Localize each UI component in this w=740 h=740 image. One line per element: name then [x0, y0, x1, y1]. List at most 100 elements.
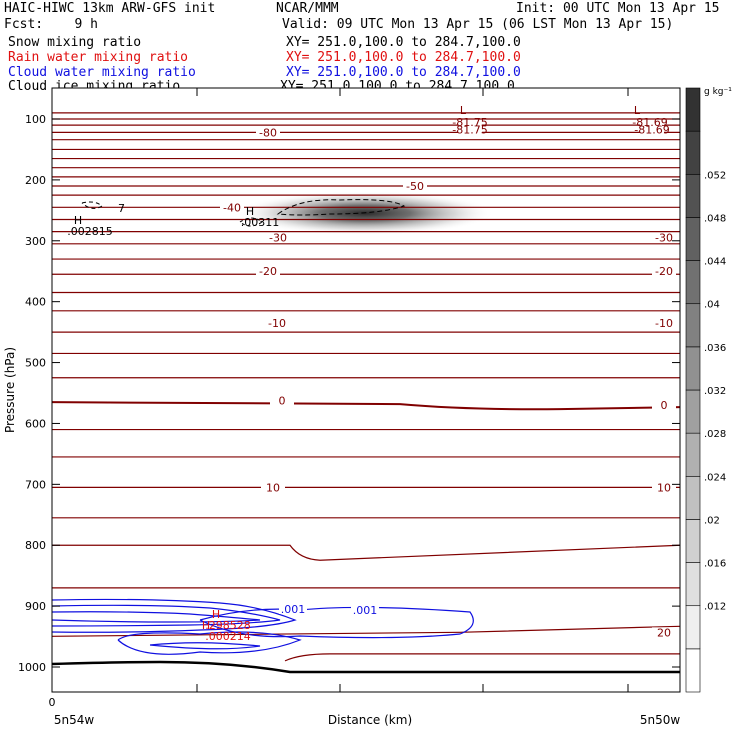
colorbar-cell [685, 432, 701, 477]
field-label-cloud-water: Cloud water mixing ratio [8, 65, 196, 80]
colorbar-cell [685, 346, 701, 391]
isotherm-label: 10 [657, 481, 671, 494]
isotherm-contour [52, 544, 681, 561]
plot-frame [51, 87, 681, 693]
cloud-water-label: .001 [281, 603, 306, 616]
x-end-label-left: 5n54w [54, 713, 95, 727]
field-xy-snow: XY= 251.0,100.0 to 284.7,100.0 [286, 35, 521, 50]
colorbar-tick-label: .052 [704, 170, 726, 181]
colorbar-cell [685, 389, 701, 434]
isotherm-contour [51, 625, 681, 637]
isotherm-label-bg [652, 266, 676, 277]
y-axis-label: Pressure (hPa) [3, 347, 17, 433]
extremum-value: .000214 [205, 630, 251, 643]
isotherm-label-bg [652, 232, 676, 243]
colorbar-tick-label: .044 [704, 257, 726, 268]
isotherm-label: 20 [657, 626, 671, 639]
field-xy-cloud-water: XY= 251.0,100.0 to 284.7,100.0 [286, 65, 521, 80]
cloud-ice-label: 7 [118, 202, 125, 215]
isotherm-label-bg [652, 627, 676, 638]
field-xy-rain: XY= 251.0,100.0 to 284.7,100.0 [286, 50, 521, 65]
isotherm-label: -30 [269, 232, 287, 245]
extremum-value: -81.69 [632, 116, 667, 129]
isotherm-label: -80 [259, 126, 277, 139]
isotherm-label-bg [652, 482, 676, 493]
x-end-label-right: 5n50w [640, 713, 681, 727]
isotherm-label-bg [458, 124, 482, 135]
cloud-ice-contour [276, 199, 406, 216]
cloud-ice-contour [81, 201, 103, 209]
cloud-water-label-bg [279, 604, 307, 614]
field-label-snow: Snow mixing ratio [8, 35, 142, 50]
extremum-marker: H [74, 214, 82, 227]
colorbar-tick-label: .02 [704, 515, 720, 526]
y-tick-label: 700 [25, 478, 46, 491]
colorbar-tick-label: .024 [704, 472, 726, 483]
isotherm-contour [284, 653, 680, 662]
isotherm-label: -40 [223, 201, 241, 214]
isotherm-label-bg [220, 202, 244, 213]
cloud-water-contour [149, 642, 261, 650]
plot-background [52, 88, 680, 692]
colorbar: .012 .016 .02 .024 .028 .032 .036 .04 .044 .048 .0… [685, 87, 732, 693]
model-title: HAIC-HIWC 13km ARW-GFS init [4, 1, 216, 16]
isotherm-label: -10 [268, 317, 286, 330]
colorbar-cell [685, 217, 701, 261]
colorbar-cell [685, 519, 701, 563]
y-tick-label: 100 [25, 113, 46, 126]
colorbar-cell [685, 87, 701, 132]
y-tick-label: 800 [25, 539, 46, 552]
colorbar-tick-label: .048 [704, 213, 726, 224]
extremum-marker: L [634, 104, 641, 117]
extremum-marker: H [202, 619, 210, 632]
colorbar-tick-label: .012 [704, 602, 726, 613]
x-tick-label: 0 [49, 696, 56, 709]
extremum-value: .00311 [241, 216, 280, 229]
cloud-water-contour [51, 604, 281, 627]
valid-time: Valid: 09 UTC Mon 13 Apr 15 (06 LST Mon … [282, 17, 674, 32]
y-tick-label: 400 [25, 296, 46, 309]
center-name: NCAR/MMM [276, 1, 339, 16]
colorbar-tick-label: .036 [704, 343, 726, 354]
isotherm-label-bg [403, 180, 427, 191]
isotherm-label: -81.75 [452, 123, 487, 136]
y-tick-label: 900 [25, 600, 46, 613]
isotherm-label-bg [266, 232, 290, 243]
colorbar-cell [685, 605, 701, 650]
isotherm-label: 0 [279, 394, 286, 407]
extremum-marker: H [212, 608, 220, 621]
isotherm-label: 10 [266, 481, 280, 494]
y-tick-label: 200 [25, 174, 46, 187]
colorbar-unit: g kg⁻¹ [704, 87, 732, 97]
isotherm-label-bg [652, 400, 676, 411]
terrain-line [51, 660, 680, 674]
extremum-value: .002815 [67, 225, 113, 238]
cloud-water-contour [117, 631, 302, 655]
extremum-marker: H [246, 205, 254, 218]
isotherm-label: -30 [655, 232, 673, 245]
isotherm-label: -81.69 [634, 123, 669, 136]
isotherm-label-bg [256, 266, 280, 277]
extremum-value: .298528 [205, 619, 251, 632]
cloud-water-contour [51, 598, 297, 633]
colorbar-cell [685, 130, 701, 175]
colorbar-cell [685, 475, 701, 520]
isotherm-label: -20 [655, 265, 673, 278]
isotherm-label: -10 [655, 317, 673, 330]
extremum-marker: L [460, 104, 467, 117]
init-time: Init: 00 UTC Mon 13 Apr 15 [516, 1, 720, 16]
isotherm-label-bg [640, 124, 664, 135]
cloud-ice-contour [239, 217, 263, 227]
colorbar-tick-label: .016 [704, 559, 726, 570]
isotherm-label-bg [652, 317, 676, 328]
colorbar-cell [685, 260, 701, 305]
y-tick-label: 300 [25, 235, 46, 248]
plot-area: -81.75 -81.69 -80 -50 -40 -30 -30 -20 -20 -10 -10 0… [51, 88, 681, 692]
cloud-water-label-bg [351, 605, 379, 615]
extremum-value: -81.75 [452, 116, 487, 129]
y-tick-label: 600 [25, 417, 46, 430]
colorbar-cell [685, 173, 701, 218]
cloud-water-contour [51, 611, 261, 623]
